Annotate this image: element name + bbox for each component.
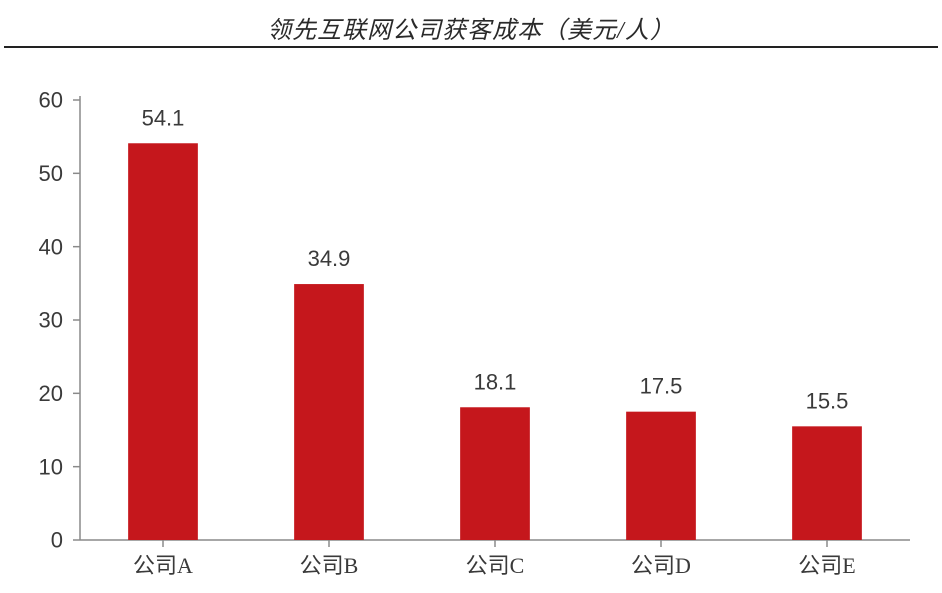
bar xyxy=(792,426,862,540)
y-tick-label: 30 xyxy=(39,308,63,333)
category-label: 公司B xyxy=(300,553,359,578)
y-tick-label: 10 xyxy=(39,454,63,479)
bar xyxy=(626,412,696,540)
page: 领先互联网公司获客成本（美元/人） 0 10 20 30 40 50 60 54.1 公司A 34… xyxy=(0,0,942,593)
bar-chart: 0 10 20 30 40 50 60 54.1 公司A 34.9 公司B 18.1 公司C 17.5 公司… xyxy=(0,60,942,593)
category-label: 公司E xyxy=(798,553,855,578)
bar xyxy=(294,284,364,540)
bar-value-label: 17.5 xyxy=(640,374,683,399)
title-rule xyxy=(4,46,938,48)
y-tick-label: 50 xyxy=(39,161,63,186)
y-tick-label: 20 xyxy=(39,381,63,406)
category-label: 公司D xyxy=(631,553,691,578)
category-label: 公司C xyxy=(466,553,525,578)
bar-value-label: 15.5 xyxy=(806,388,849,413)
category-label: 公司A xyxy=(133,553,193,578)
bar-value-label: 18.1 xyxy=(474,369,517,394)
bar-value-label: 34.9 xyxy=(308,246,351,271)
bar-value-label: 54.1 xyxy=(142,105,185,130)
chart-title: 领先互联网公司获客成本（美元/人） xyxy=(0,10,942,45)
y-tick-label: 40 xyxy=(39,234,63,259)
bar xyxy=(128,143,198,540)
y-tick-label: 0 xyxy=(51,528,63,553)
bar xyxy=(460,407,530,540)
y-tick-label: 60 xyxy=(39,88,63,113)
